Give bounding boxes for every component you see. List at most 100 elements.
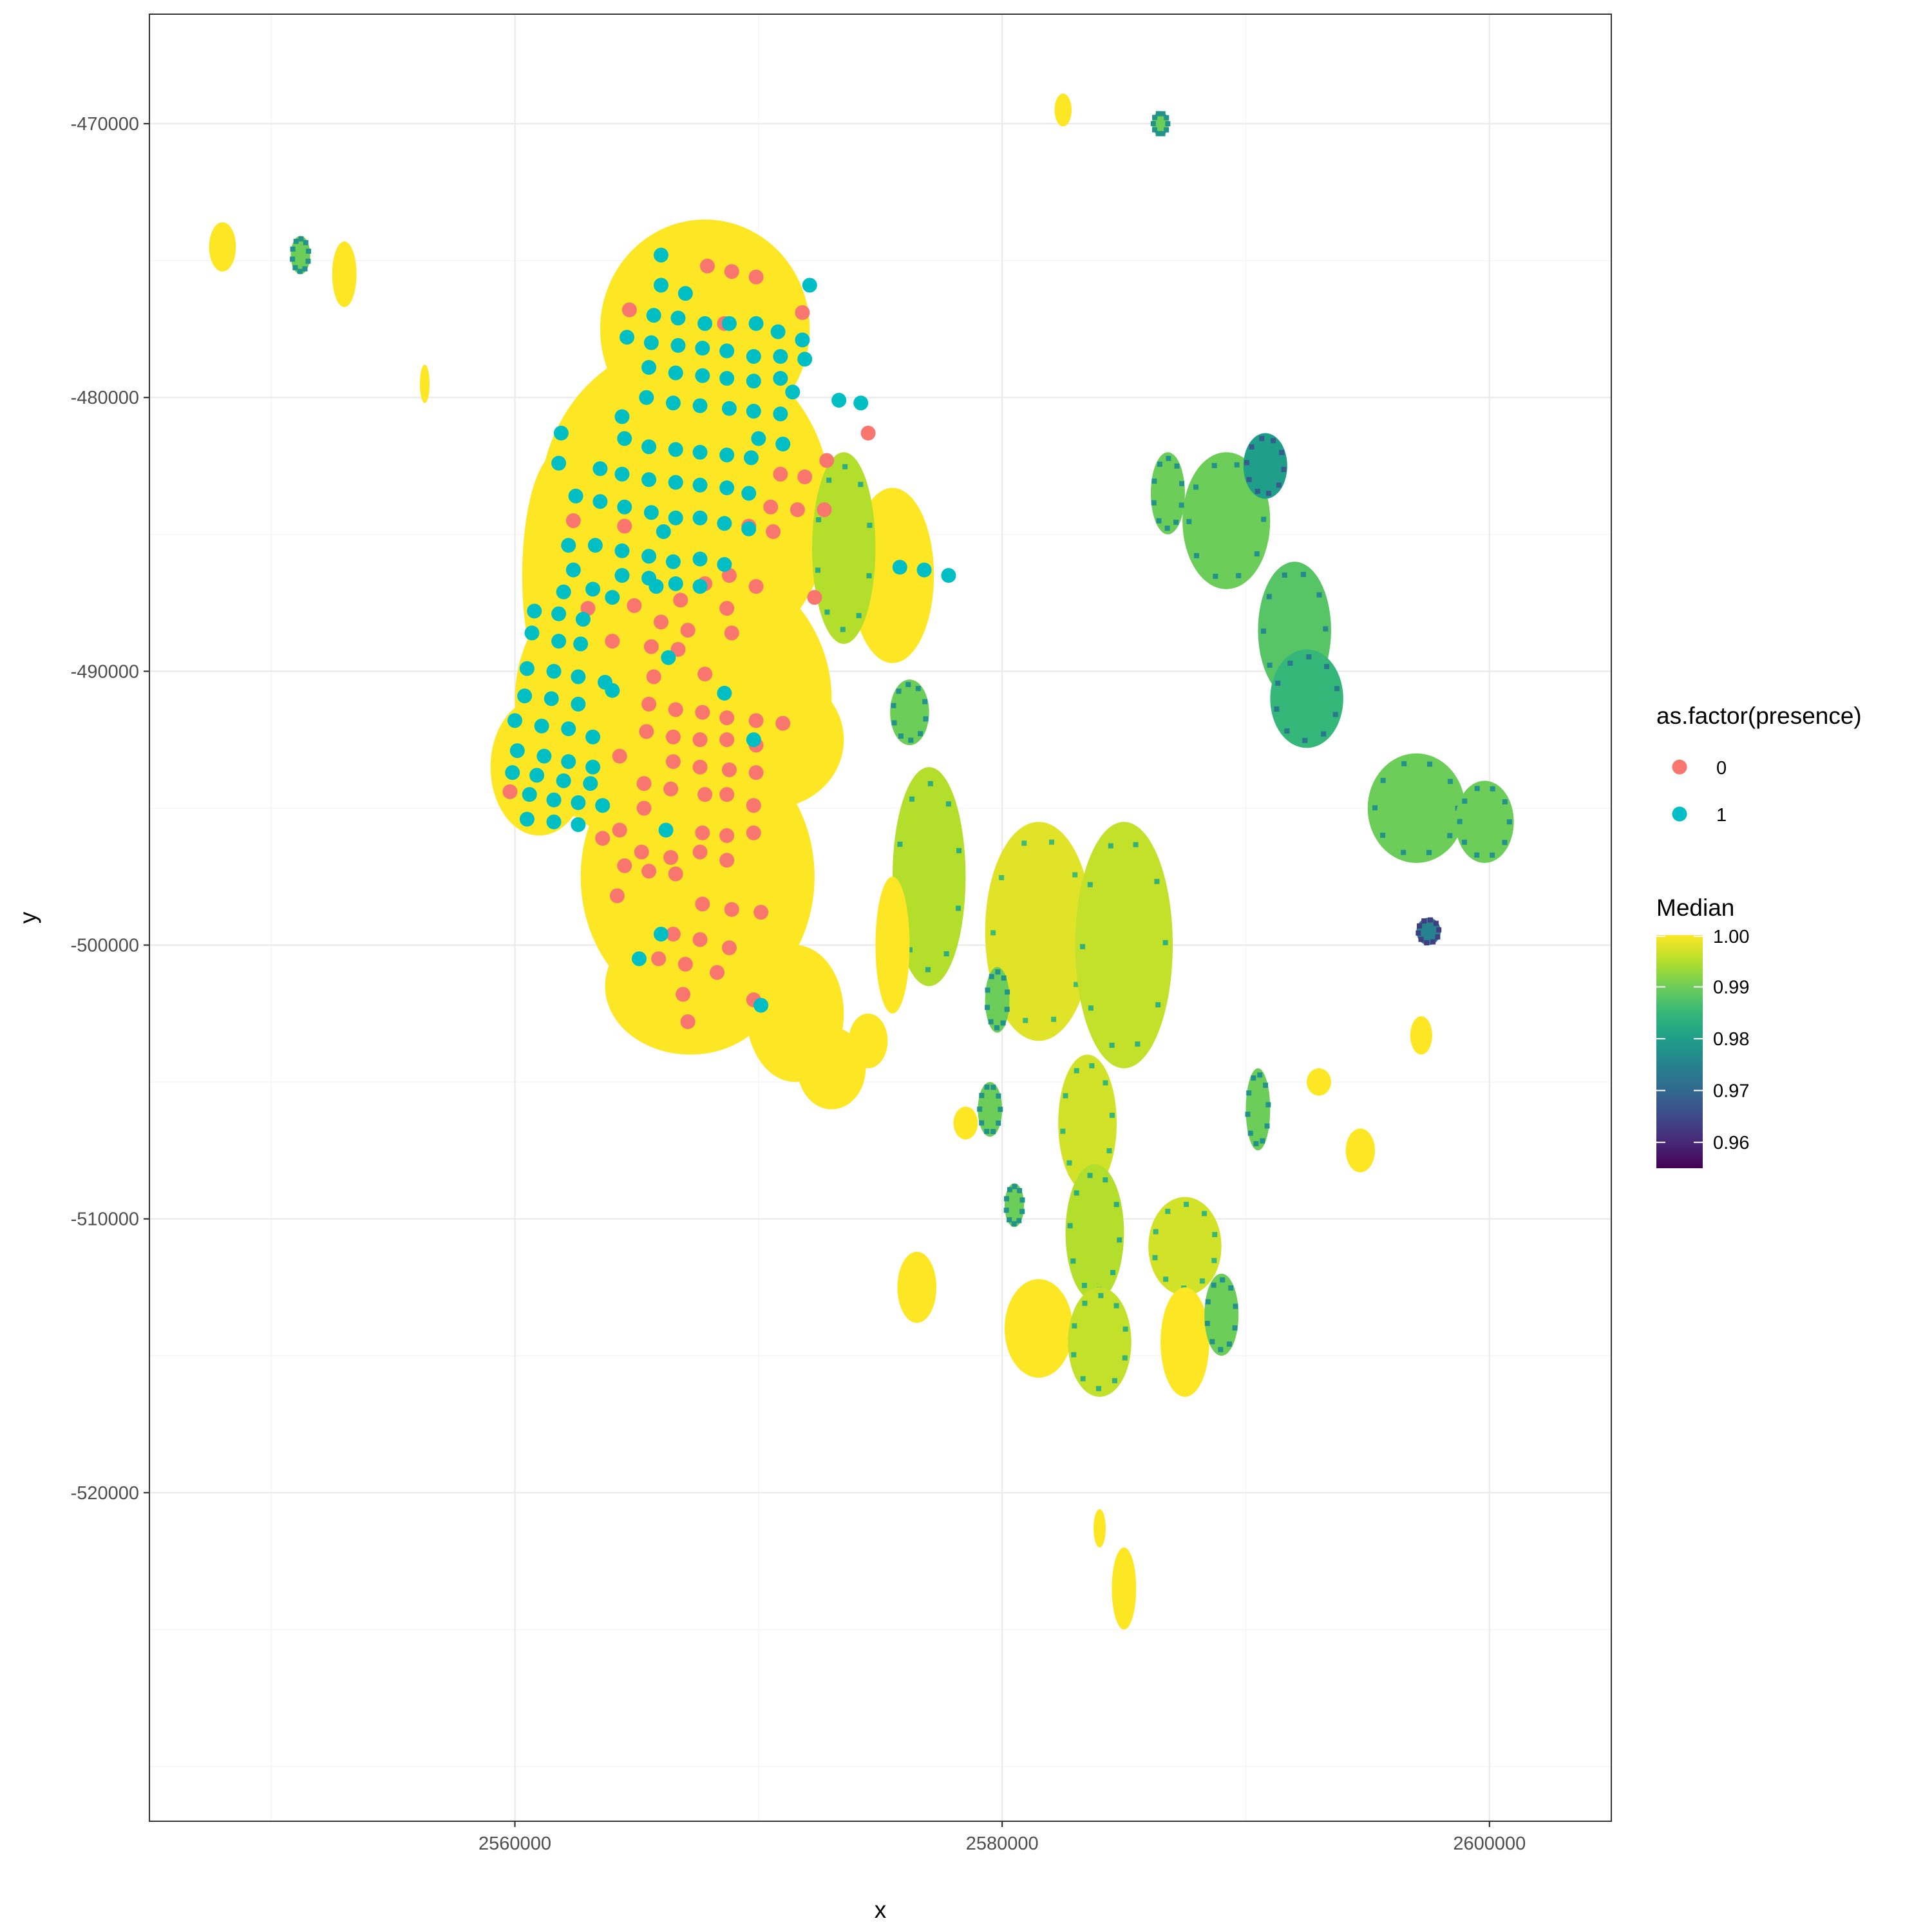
presence-point-1 bbox=[941, 568, 956, 583]
presence-point-0 bbox=[763, 499, 779, 515]
presence-point-0 bbox=[651, 951, 667, 967]
raster-cell bbox=[985, 987, 990, 993]
raster-cell bbox=[896, 688, 902, 694]
presence-point-1 bbox=[639, 390, 654, 405]
presence-point-0 bbox=[719, 853, 735, 868]
presence-point-1 bbox=[529, 768, 545, 783]
presence-point-1 bbox=[544, 691, 559, 706]
raster-cell bbox=[840, 627, 846, 632]
presence-point-1 bbox=[614, 409, 630, 424]
raster-cell bbox=[1108, 843, 1113, 849]
presence-point-0 bbox=[643, 639, 659, 654]
presence-point-1 bbox=[751, 431, 766, 446]
raster-cell bbox=[897, 841, 903, 847]
presence-point-1 bbox=[583, 776, 598, 791]
raster-cell bbox=[297, 269, 303, 274]
raster-cell bbox=[1430, 939, 1436, 945]
presence-point-1 bbox=[575, 612, 591, 627]
raster-cell bbox=[1218, 1347, 1224, 1352]
raster-cell bbox=[1103, 1080, 1108, 1086]
raster-cell bbox=[1502, 840, 1508, 846]
raster-cell bbox=[1279, 450, 1285, 455]
legend-presence-key bbox=[1672, 806, 1687, 822]
presence-point-0 bbox=[795, 305, 810, 320]
raster-cell bbox=[1012, 1184, 1018, 1189]
raster-cell bbox=[1160, 111, 1166, 117]
raster-cell bbox=[1157, 461, 1162, 467]
raster-cell bbox=[1165, 1208, 1171, 1214]
presence-point-1 bbox=[692, 444, 708, 460]
raster-cell bbox=[867, 522, 873, 528]
presence-point-1 bbox=[668, 576, 683, 591]
presence-point-1 bbox=[561, 754, 576, 770]
raster-cell bbox=[1179, 480, 1185, 486]
presence-point-0 bbox=[860, 425, 876, 440]
raster-cell bbox=[1163, 1276, 1169, 1282]
presence-point-0 bbox=[673, 592, 688, 608]
raster-cell bbox=[1462, 798, 1468, 804]
presence-point-1 bbox=[522, 787, 537, 802]
presence-point-1 bbox=[553, 425, 569, 440]
raster-cell bbox=[1457, 819, 1463, 824]
raster-cell bbox=[1074, 981, 1079, 987]
presence-point-0 bbox=[773, 466, 788, 482]
raster-cell bbox=[1156, 518, 1162, 524]
presence-point-0 bbox=[663, 781, 679, 797]
raster-cell bbox=[1074, 1068, 1079, 1074]
presence-point-0 bbox=[807, 590, 822, 605]
raster-cell bbox=[1306, 654, 1312, 659]
presence-point-1 bbox=[585, 759, 601, 775]
presence-point-1 bbox=[658, 822, 674, 838]
presence-point-1 bbox=[746, 374, 761, 389]
presence-point-0 bbox=[748, 579, 764, 594]
raster-cell bbox=[1380, 833, 1386, 838]
raster-patch bbox=[985, 822, 1093, 1041]
presence-point-1 bbox=[677, 286, 693, 301]
legend-presence: as.factor(presence) 01 bbox=[1656, 703, 1862, 826]
raster-cell bbox=[1122, 1326, 1128, 1332]
raster-cell bbox=[1151, 500, 1157, 506]
raster-cell bbox=[1082, 1300, 1088, 1306]
raster-cell bbox=[1048, 839, 1054, 845]
presence-point-0 bbox=[748, 765, 764, 781]
raster-patch bbox=[1094, 1509, 1106, 1548]
presence-point-0 bbox=[692, 932, 708, 947]
raster-cell bbox=[1276, 482, 1282, 488]
presence-point-0 bbox=[634, 844, 649, 860]
presence-point-1 bbox=[773, 406, 788, 422]
raster-patch bbox=[985, 967, 1010, 1033]
raster-cell bbox=[985, 1005, 990, 1010]
presence-point-1 bbox=[668, 475, 683, 490]
legend-median-label: 0.97 bbox=[1713, 1081, 1749, 1101]
raster-cell bbox=[1087, 882, 1093, 887]
raster-patch bbox=[522, 452, 596, 699]
raster-patch bbox=[1148, 1197, 1222, 1296]
raster-cell bbox=[1261, 516, 1267, 522]
presence-point-1 bbox=[641, 439, 657, 455]
panel-border bbox=[149, 14, 1612, 1822]
presence-point-1 bbox=[692, 477, 708, 493]
presence-point-1 bbox=[853, 395, 869, 411]
presence-point-1 bbox=[746, 732, 761, 748]
raster-cell bbox=[1088, 1005, 1094, 1011]
raster-cell bbox=[1244, 460, 1250, 466]
raster-cell bbox=[1004, 1196, 1010, 1202]
y-tick-label: -520000 bbox=[71, 1483, 139, 1504]
raster-cell bbox=[1247, 1130, 1253, 1136]
presence-points-layer bbox=[502, 247, 956, 1030]
raster-cell bbox=[1112, 1378, 1117, 1383]
presence-point-1 bbox=[507, 713, 522, 728]
raster-cell bbox=[866, 573, 872, 579]
presence-point-0 bbox=[636, 776, 652, 791]
raster-cell bbox=[990, 1129, 996, 1135]
presence-point-1 bbox=[568, 488, 583, 504]
raster-cell bbox=[824, 609, 830, 615]
raster-cell bbox=[1228, 1285, 1234, 1291]
presence-point-0 bbox=[612, 748, 627, 764]
raster-patch bbox=[209, 222, 236, 272]
presence-point-0 bbox=[719, 710, 735, 726]
presence-point-1 bbox=[717, 557, 732, 573]
raster-cell bbox=[1019, 1197, 1025, 1203]
raster-cell bbox=[1001, 975, 1007, 981]
presence-point-1 bbox=[595, 798, 611, 813]
